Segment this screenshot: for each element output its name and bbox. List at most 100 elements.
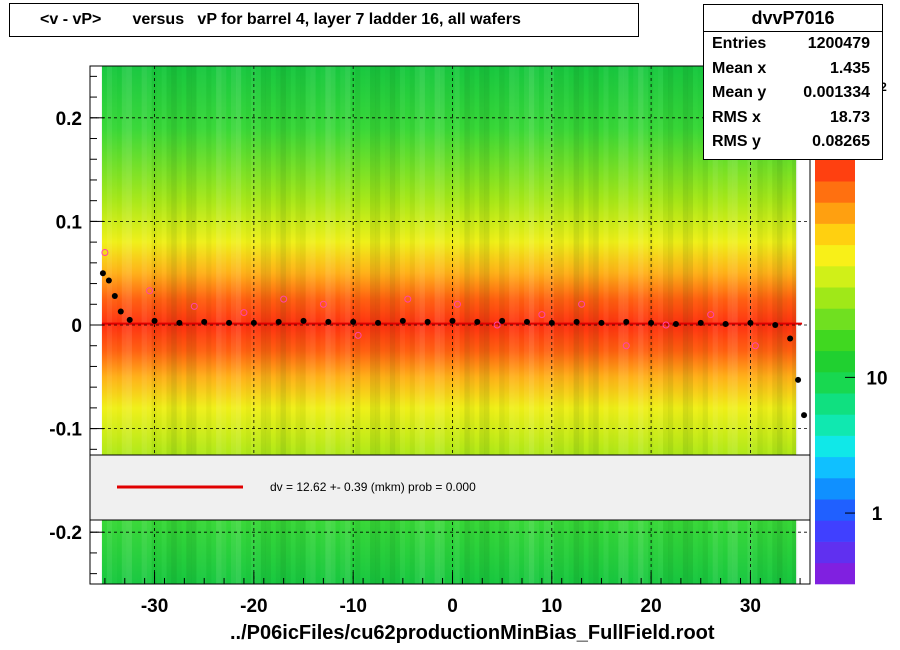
profile-point: [648, 319, 655, 326]
x-tick-label: 10: [541, 596, 562, 617]
heatmap-column: [146, 66, 152, 584]
heatmap-column: [757, 66, 763, 584]
palette-cell: [815, 244, 855, 267]
palette-cell: [815, 541, 855, 564]
profile-point: [598, 319, 605, 326]
heatmap-column: [663, 66, 669, 584]
profile-point: [325, 318, 332, 325]
profile-point: [226, 319, 233, 326]
palette-cell: [815, 562, 855, 585]
profile-point: [105, 277, 112, 284]
open-marker: [354, 331, 362, 339]
palette-cell: [815, 393, 855, 415]
heatmap-column: [469, 66, 475, 584]
heatmap-column: [345, 66, 351, 584]
profile-point: [399, 317, 406, 324]
profile-point: [787, 335, 794, 342]
heatmap-column: [702, 66, 708, 584]
open-marker: [404, 295, 412, 303]
heatmap-column: [633, 66, 639, 584]
stats-label: Mean y: [712, 84, 767, 101]
stats-row: RMS x 18.73: [704, 106, 882, 131]
heatmap-column: [464, 66, 470, 584]
profile-point: [697, 319, 704, 326]
profile-point: [375, 319, 381, 326]
heatmap-column: [265, 66, 271, 584]
x-tick-label: -10: [339, 596, 366, 617]
heatmap-column: [588, 66, 594, 584]
heatmap-column: [638, 66, 644, 584]
stats-name: dvvP7016: [704, 5, 882, 32]
stats-row: Mean y 0.001334: [704, 81, 882, 106]
profile-point: [523, 318, 530, 325]
open-marker: [578, 300, 586, 308]
palette-cell: [815, 266, 855, 288]
open-marker: [622, 342, 630, 350]
heatmap-column: [439, 66, 445, 584]
profile-point: [474, 318, 481, 325]
stats-value: 1.435: [829, 59, 870, 77]
x-axis-title: ../P06icFiles/cu62productionMinBias_Full…: [230, 622, 715, 644]
heatmap-column: [126, 66, 132, 584]
stats-label: Mean x: [712, 59, 767, 77]
open-marker: [662, 321, 670, 329]
x-tick-label: 0: [447, 596, 458, 617]
stats-value: 0.001334: [803, 84, 870, 101]
palette-cell: [815, 202, 855, 224]
heatmap-column: [231, 66, 237, 584]
open-marker: [707, 311, 715, 319]
stats-value: 18.73: [829, 108, 870, 126]
heatmap-column: [667, 66, 674, 584]
palette-tick-label: 10: [866, 368, 887, 389]
heatmap-column: [499, 66, 505, 584]
heatmap-column: [434, 66, 440, 584]
y-tick-label: 0: [71, 316, 82, 337]
profile-point: [499, 317, 506, 324]
heatmap-column: [523, 66, 530, 584]
profile-point: [111, 292, 118, 299]
x-tick-label: 30: [740, 596, 761, 617]
palette-cell: [815, 350, 855, 373]
profile-point: [99, 270, 106, 277]
x-tick-label: -30: [141, 596, 168, 617]
palette-cell: [815, 160, 855, 182]
y-tick-label: 0.2: [56, 109, 82, 130]
heatmap-column: [558, 66, 564, 584]
profile-point: [275, 318, 282, 325]
open-marker: [319, 300, 327, 308]
profile-point: [424, 318, 431, 325]
stats-value: 0.08265: [812, 133, 870, 150]
profile-point: [801, 412, 808, 419]
palette-exponent-sup: 2: [880, 80, 887, 94]
heatmap-column: [727, 66, 733, 584]
open-marker: [280, 295, 288, 303]
heatmap-column: [528, 66, 535, 584]
open-marker: [538, 311, 546, 319]
open-marker: [240, 309, 248, 317]
fit-legend-text: dv = 12.62 +- 0.39 (mkm) prob = 0.000: [270, 480, 476, 494]
heatmap-column: [643, 66, 649, 584]
profile-point: [151, 317, 158, 324]
profile-point: [449, 317, 456, 324]
palette-cell: [815, 329, 855, 352]
palette-cell: [815, 414, 855, 436]
palette-cell: [815, 435, 855, 458]
profile-point: [623, 318, 630, 325]
heatmap-column: [777, 66, 783, 584]
profile-point: [250, 319, 257, 326]
profile-point: [772, 322, 779, 328]
stats-box: dvvP7016 Entries 1200479 Mean x 1.435 Mean…: [703, 4, 883, 160]
heatmap-column: [295, 66, 301, 584]
stats-row: Mean x 1.435: [704, 57, 882, 82]
palette-cell: [815, 308, 855, 330]
profile-point: [747, 319, 754, 326]
stats-value: 1200479: [807, 35, 870, 52]
x-tick-label: 20: [641, 596, 662, 617]
profile-point: [126, 316, 133, 323]
palette-cell: [815, 520, 855, 542]
heatmap-column: [355, 66, 361, 584]
heatmap-column: [260, 66, 266, 584]
profile-point: [722, 320, 729, 327]
stats-row: Entries 1200479: [704, 32, 882, 57]
